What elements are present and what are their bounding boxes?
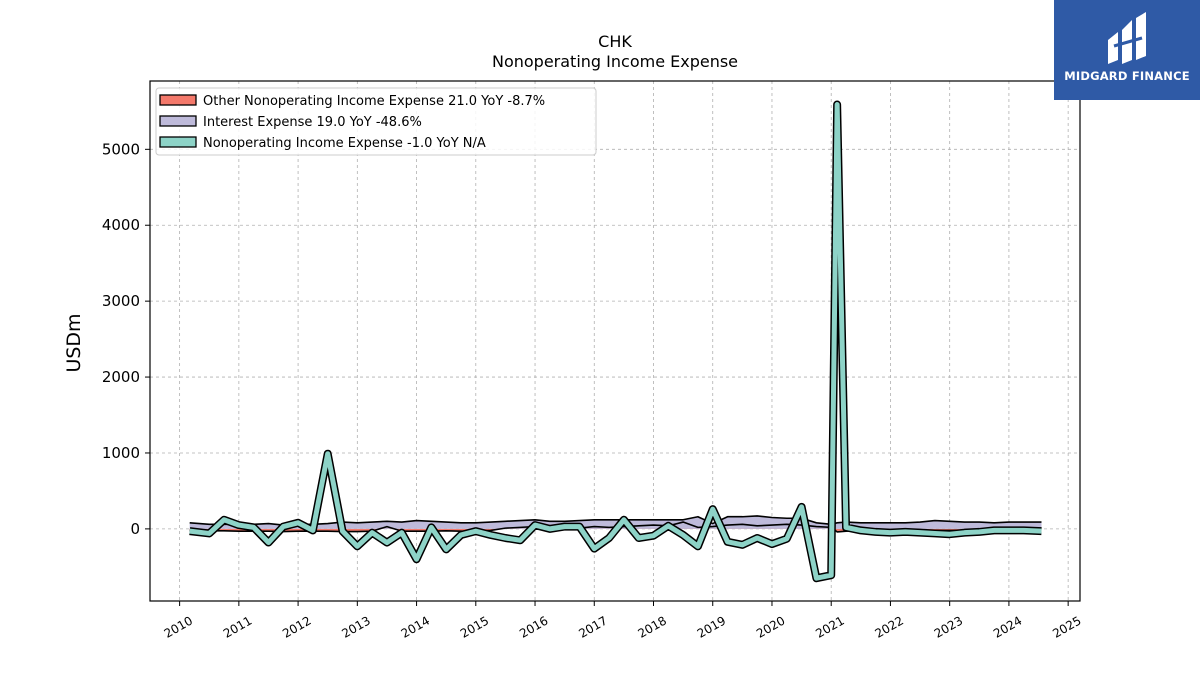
y-tick-label: 3000 xyxy=(102,292,140,310)
grid xyxy=(150,81,1080,601)
y-tick-label: 2000 xyxy=(102,368,140,386)
legend-box xyxy=(155,87,597,156)
legend-swatch xyxy=(159,115,197,127)
chart-title: CHK xyxy=(598,32,632,51)
legend-swatch xyxy=(159,136,197,148)
series-line xyxy=(189,102,1042,581)
brand-logo: MIDGARD FINANCE xyxy=(1054,0,1200,100)
y-tick-label: 5000 xyxy=(102,140,140,158)
legend-entry: Other Nonoperating Income Expense 21.0 Y… xyxy=(203,94,545,109)
y-axis-label: USDm xyxy=(63,313,85,372)
y-tick-label: 4000 xyxy=(102,216,140,234)
legend: Other Nonoperating Income Expense 21.0 Y… xyxy=(155,87,597,156)
plot-lines xyxy=(189,100,1042,583)
legend-entry: Interest Expense 19.0 YoY -48.6% xyxy=(203,115,422,130)
y-tick-label: 1000 xyxy=(102,444,140,462)
chart-subtitle: Nonoperating Income Expense xyxy=(492,52,738,71)
legend-swatch xyxy=(159,94,197,106)
brand-name: MIDGARD FINANCE xyxy=(1064,69,1190,83)
y-tick-label: 0 xyxy=(130,520,140,538)
legend-entry: Nonoperating Income Expense -1.0 YoY N/A xyxy=(203,136,486,151)
brand-mark-icon xyxy=(1108,12,1146,64)
plot-frame xyxy=(149,80,1081,602)
